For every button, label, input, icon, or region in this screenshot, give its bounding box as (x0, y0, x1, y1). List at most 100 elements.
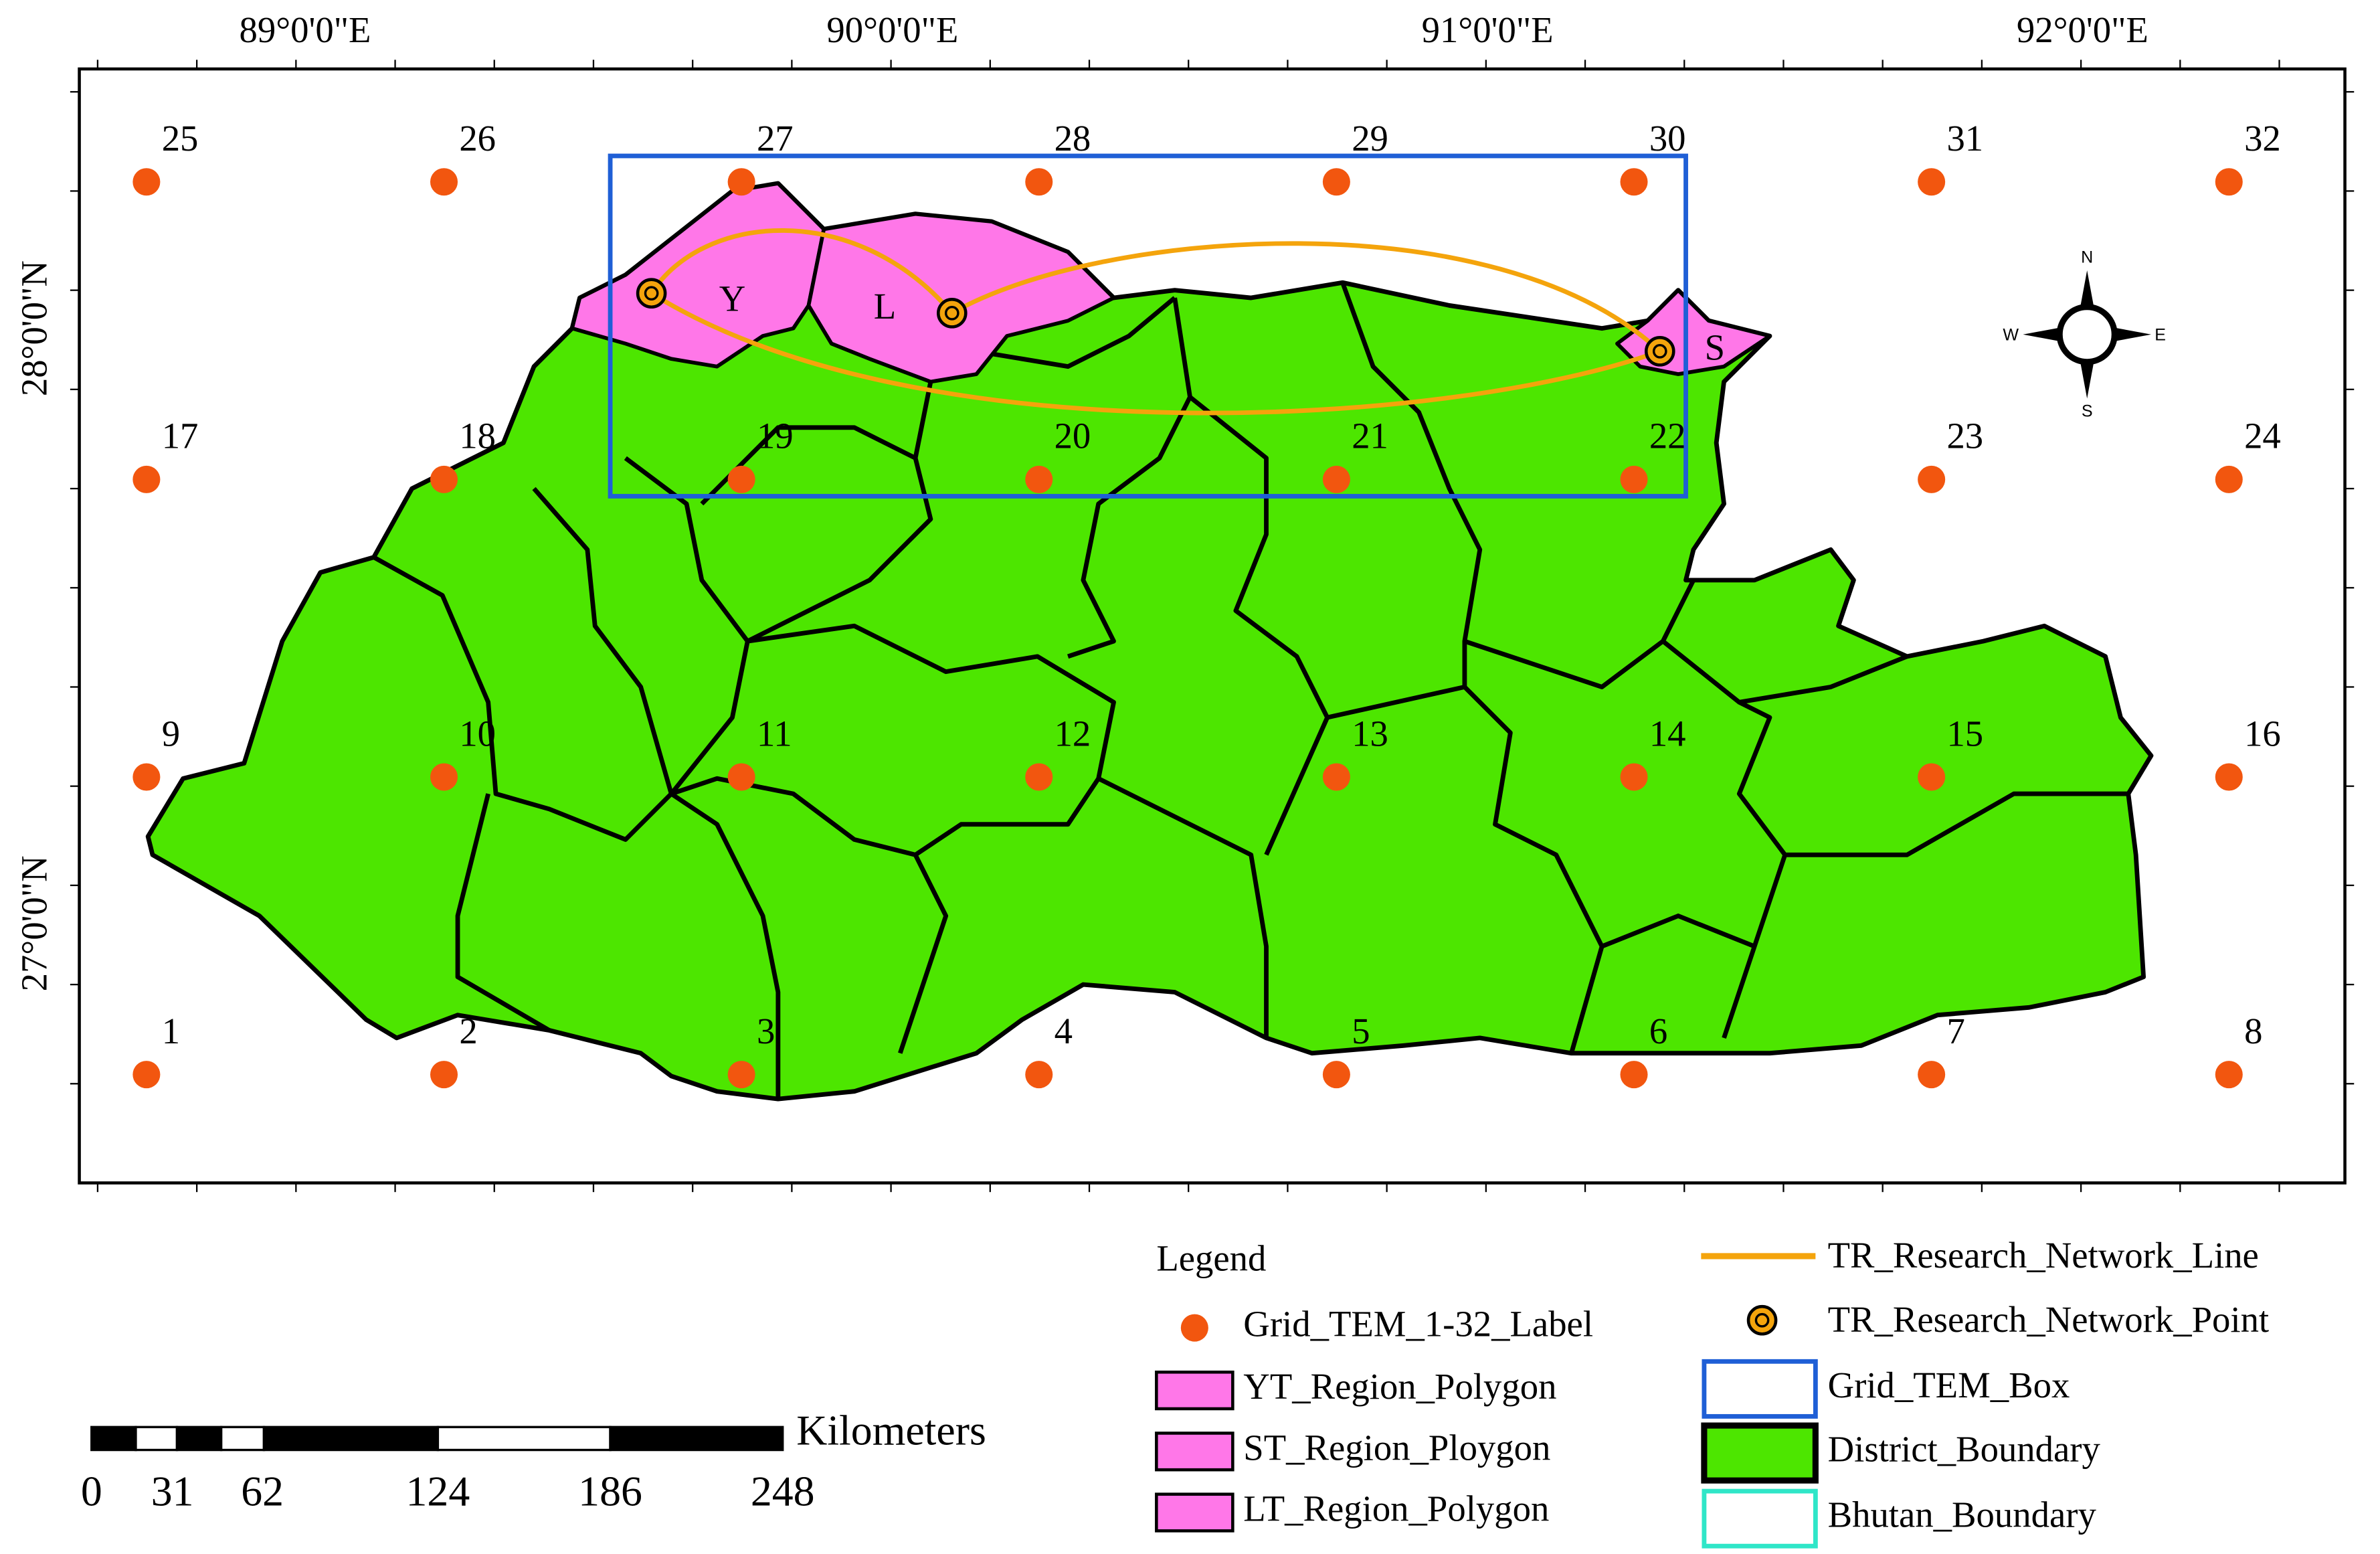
legend-symbol (1746, 1304, 1778, 1336)
legend-symbol (1155, 1492, 1234, 1533)
grid-point (727, 763, 755, 791)
legend-item: ST_Region_Ploygon (1243, 1427, 1550, 1468)
grid-point-label: 26 (459, 118, 496, 159)
grid-point (1322, 465, 1350, 493)
grid-point-label: 8 (2244, 1011, 2262, 1051)
north-arrow: N E S W (2003, 248, 2166, 420)
longitude-label: 89°0'0"E (240, 9, 371, 50)
legend-symbol (1702, 1488, 1818, 1549)
scale-segment (609, 1426, 784, 1452)
legend-symbol (1155, 1370, 1234, 1411)
grid-point (1918, 763, 1946, 791)
grid-point-label: 14 (1649, 713, 1686, 754)
grid-point-label: 1 (162, 1011, 180, 1051)
grid-point (2215, 1061, 2243, 1089)
grid-point-label: 30 (1649, 118, 1686, 159)
legend-item: Bhutan_Boundary (1828, 1494, 2097, 1535)
grid-point-label: 31 (1946, 118, 1983, 159)
latitude-label: 28°0'0"N (14, 260, 55, 396)
grid-point (1025, 168, 1053, 196)
legend-symbol (1754, 1312, 1770, 1328)
scale-bar: 0 31 62 124 186 248 Kilometers (81, 1406, 986, 1515)
frame-ticks (70, 60, 2355, 1193)
longitude-label: 90°0'0"E (826, 9, 958, 50)
region-label: L (874, 286, 896, 327)
network-line (650, 291, 1661, 416)
grid-point-label: 20 (1055, 416, 1091, 456)
grid-point-label: 10 (459, 713, 496, 754)
legend-symbol (1180, 1314, 1208, 1342)
scale-segment (175, 1426, 223, 1452)
network-point (1644, 336, 1675, 367)
grid-point (1322, 168, 1350, 196)
grid-point (1620, 763, 1648, 791)
grid-point (1322, 763, 1350, 791)
compass-letter: N (2081, 248, 2093, 266)
scale-label: 248 (751, 1468, 815, 1515)
scale-label: 62 (241, 1468, 284, 1515)
grid-point (132, 1061, 161, 1089)
legend-item: TR_Research_Network_Point (1828, 1299, 2270, 1340)
grid-point-label: 4 (1055, 1011, 1073, 1051)
grid-point-label: 11 (757, 713, 792, 754)
scale-segment (436, 1426, 612, 1452)
grid-point-label: 32 (2244, 118, 2281, 159)
grid-point (727, 1061, 755, 1089)
grid-point-label: 17 (162, 416, 199, 456)
grid-box (608, 153, 1688, 499)
grid-point-label: 23 (1946, 416, 1983, 456)
compass-letter: S (2082, 402, 2093, 421)
grid-point-label: 13 (1352, 713, 1388, 754)
grid-point-label: 3 (757, 1011, 775, 1051)
network-line (951, 241, 1662, 353)
grid-point-label: 27 (757, 118, 794, 159)
grid-point (1025, 763, 1053, 791)
scale-label: 0 (81, 1468, 102, 1515)
grid-point (132, 168, 161, 196)
grid-point (1918, 465, 1946, 493)
legend-symbol (1702, 1359, 1818, 1419)
scale-segment (262, 1426, 440, 1452)
latitude-label: 27°0'0"N (14, 855, 55, 991)
grid-point (1322, 1061, 1350, 1089)
grid-point (2215, 465, 2243, 493)
grid-point-label: 25 (162, 118, 199, 159)
scale-segment (90, 1426, 137, 1452)
grid-point (1620, 465, 1648, 493)
grid-point-label: 28 (1055, 118, 1091, 159)
scale-label: 124 (406, 1468, 470, 1515)
grid-point-label: 15 (1946, 713, 1983, 754)
compass-letter: W (2003, 326, 2019, 345)
legend: Legend Grid_TEM_1-32_Label YT_Region_Polyg… (1155, 1235, 2270, 1549)
grid-point (430, 763, 458, 791)
legend-item: Grid_TEM_Box (1828, 1365, 2070, 1405)
legend-item: District_Boundary (1828, 1429, 2101, 1470)
scale-label: 186 (578, 1468, 642, 1515)
legend-title: Legend (1156, 1238, 1266, 1279)
legend-item: YT_Region_Polygon (1243, 1366, 1556, 1407)
scale-unit: Kilometers (796, 1406, 986, 1454)
grid-point-label: 2 (459, 1011, 477, 1051)
longitude-label: 91°0'0"E (1422, 9, 1554, 50)
grid-point (2215, 763, 2243, 791)
grid-point-label: 19 (757, 416, 794, 456)
grid-point (2215, 168, 2243, 196)
legend-symbol (1701, 1422, 1819, 1484)
grid-point-label: 12 (1055, 713, 1091, 754)
legend-item: LT_Region_Polygon (1243, 1488, 1549, 1529)
scale-segment (134, 1426, 179, 1452)
grid-point (132, 763, 161, 791)
grid-point-label: 16 (2244, 713, 2281, 754)
grid-point (430, 1061, 458, 1089)
grid-point (1620, 168, 1648, 196)
grid-point (1025, 465, 1053, 493)
grid-point-label: 7 (1946, 1011, 1964, 1051)
legend-symbol (1155, 1432, 1234, 1472)
grid-point-label: 5 (1352, 1011, 1370, 1051)
grid-point (1620, 1061, 1648, 1089)
scale-segment (219, 1426, 266, 1452)
grid-point-label: 18 (459, 416, 496, 456)
network-line (649, 228, 954, 315)
scale-label: 31 (151, 1468, 194, 1515)
